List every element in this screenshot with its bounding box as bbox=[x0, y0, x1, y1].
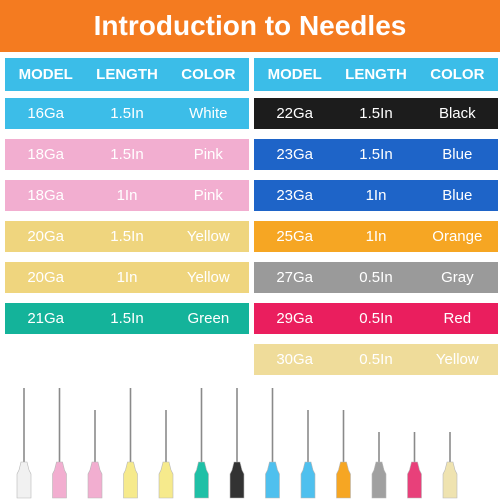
needle-hub bbox=[300, 461, 316, 499]
cell-model: 23Ga bbox=[276, 187, 314, 204]
needle-hub bbox=[52, 461, 67, 499]
needle bbox=[52, 388, 67, 499]
cell-color: Pink bbox=[193, 146, 223, 163]
cell-color: Red bbox=[443, 310, 472, 327]
cell-model: 29Ga bbox=[276, 310, 314, 327]
table-row: 22Ga 1.5In Black bbox=[254, 98, 498, 129]
table-row: 29Ga 0.5In Red bbox=[254, 303, 498, 334]
needle bbox=[123, 388, 138, 499]
needle bbox=[407, 432, 422, 499]
cell-length: 1.5In bbox=[110, 228, 144, 245]
needle-hub bbox=[123, 461, 138, 499]
needle bbox=[300, 410, 316, 499]
cell-length: 1.5In bbox=[359, 105, 393, 122]
needle-hub bbox=[442, 461, 458, 499]
header-color: COLOR bbox=[181, 66, 236, 83]
table-row: 21Ga 1.5In Green bbox=[5, 303, 249, 334]
table-row: 18Ga 1.5In Pink bbox=[5, 139, 249, 170]
cell-model: 18Ga bbox=[27, 187, 65, 204]
table-row: 20Ga 1.5In Yellow bbox=[5, 221, 249, 252]
header-color: COLOR bbox=[430, 66, 485, 83]
cell-model: 18Ga bbox=[27, 146, 65, 163]
left-spec-table: MODEL LENGTH COLOR 16Ga 1.5In White 18Ga 1.5… bbox=[5, 58, 249, 344]
needle bbox=[442, 432, 458, 499]
table-header: MODEL LENGTH COLOR bbox=[254, 58, 498, 91]
cell-model: 27Ga bbox=[276, 269, 314, 286]
cell-color: Gray bbox=[441, 269, 474, 286]
cell-model: 20Ga bbox=[27, 269, 65, 286]
needle bbox=[371, 432, 387, 499]
needle-hub bbox=[16, 461, 32, 499]
needle-illustration bbox=[16, 388, 458, 499]
needle-hub bbox=[336, 461, 351, 499]
header-length: LENGTH bbox=[345, 66, 407, 83]
cell-length: 1In bbox=[365, 187, 387, 204]
right-spec-table: MODEL LENGTH COLOR 22Ga 1.5In Black 23Ga 1.5… bbox=[254, 58, 498, 385]
cell-length: 0.5In bbox=[359, 269, 393, 286]
needle bbox=[16, 388, 32, 499]
table-header: MODEL LENGTH COLOR bbox=[5, 58, 249, 91]
needle-hub bbox=[229, 461, 245, 499]
cell-length: 1.5In bbox=[110, 146, 144, 163]
table-row: 23Ga 1In Blue bbox=[254, 180, 498, 211]
cell-length: 1.5In bbox=[110, 105, 144, 122]
cell-length: 0.5In bbox=[359, 310, 393, 327]
needle-hub bbox=[158, 461, 174, 499]
needle-hub bbox=[194, 461, 209, 499]
cell-color: Yellow bbox=[186, 269, 230, 286]
cell-length: 1In bbox=[365, 228, 387, 245]
header-length: LENGTH bbox=[96, 66, 158, 83]
cell-color: Green bbox=[187, 310, 230, 327]
cell-color: Black bbox=[438, 105, 476, 122]
cell-model: 22Ga bbox=[276, 105, 314, 122]
cell-color: Yellow bbox=[435, 351, 479, 368]
needle-hub bbox=[265, 461, 280, 499]
cell-color: Orange bbox=[432, 228, 483, 245]
needle bbox=[336, 410, 351, 499]
cell-length: 1.5In bbox=[359, 146, 393, 163]
table-row: 25Ga 1In Orange bbox=[254, 221, 498, 252]
needle bbox=[229, 388, 245, 499]
table-row: 16Ga 1.5In White bbox=[5, 98, 249, 129]
cell-color: Pink bbox=[193, 187, 223, 204]
cell-color: Yellow bbox=[186, 228, 230, 245]
table-row: 20Ga 1In Yellow bbox=[5, 262, 249, 293]
cell-model: 25Ga bbox=[276, 228, 314, 245]
header-model: MODEL bbox=[18, 66, 73, 83]
table-row: 18Ga 1In Pink bbox=[5, 180, 249, 211]
cell-model: 16Ga bbox=[27, 105, 65, 122]
cell-model: 21Ga bbox=[27, 310, 65, 327]
needle bbox=[158, 410, 174, 499]
cell-color: Blue bbox=[442, 146, 473, 163]
needle bbox=[87, 410, 103, 499]
table-row: 27Ga 0.5In Gray bbox=[254, 262, 498, 293]
needle bbox=[265, 388, 280, 499]
cell-color: Blue bbox=[442, 187, 473, 204]
cell-model: 23Ga bbox=[276, 146, 314, 163]
cell-length: 0.5In bbox=[359, 351, 393, 368]
cell-length: 1In bbox=[116, 187, 138, 204]
cell-color: White bbox=[189, 105, 228, 122]
needle-hub bbox=[87, 461, 103, 499]
needle bbox=[194, 388, 209, 499]
cell-model: 30Ga bbox=[276, 351, 314, 368]
cell-length: 1.5In bbox=[110, 310, 144, 327]
needle-hub bbox=[407, 461, 422, 499]
header-model: MODEL bbox=[267, 66, 322, 83]
needle-hub bbox=[371, 461, 387, 499]
page-title: Introduction to Needles bbox=[0, 0, 500, 52]
cell-model: 20Ga bbox=[27, 228, 65, 245]
table-row: 30Ga 0.5In Yellow bbox=[254, 344, 498, 375]
table-row: 23Ga 1.5In Blue bbox=[254, 139, 498, 170]
cell-length: 1In bbox=[116, 269, 138, 286]
